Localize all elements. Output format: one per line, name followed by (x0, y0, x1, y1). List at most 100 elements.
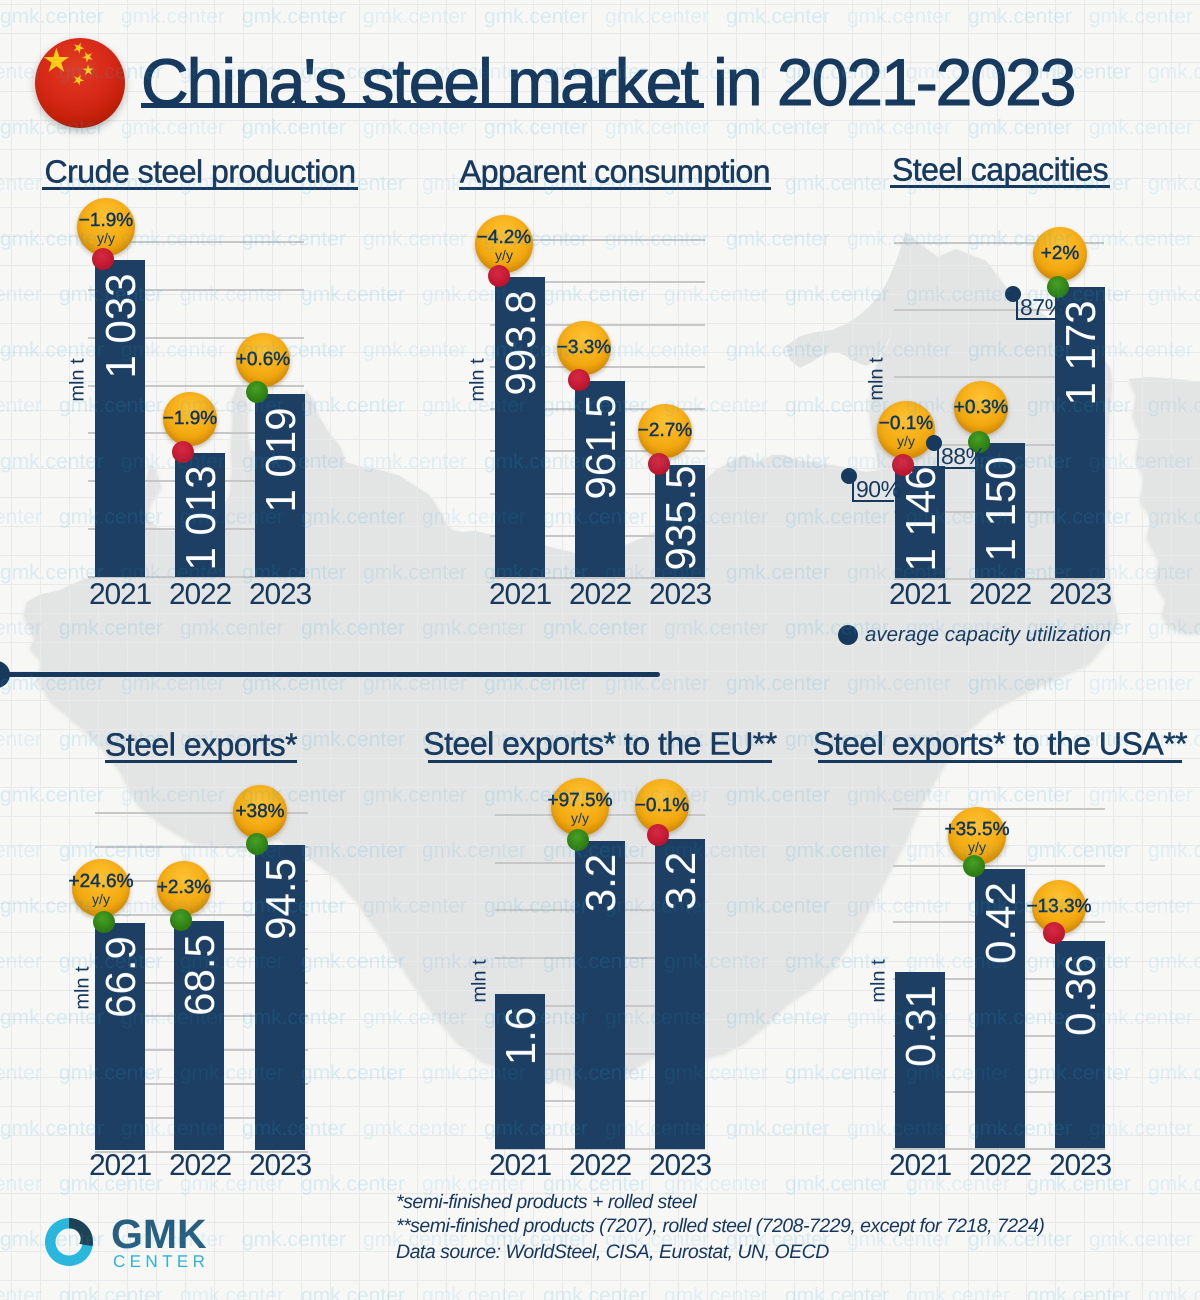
svg-text:gmk.center: gmk.center (121, 561, 225, 584)
svg-text:gmk.center: gmk.center (301, 394, 405, 417)
svg-text:gmk.center: gmk.center (847, 1117, 951, 1140)
svg-text:gmk.center: gmk.center (847, 561, 951, 584)
svg-text:gmk.center: gmk.center (1148, 1061, 1200, 1084)
svg-text:gmk.center: gmk.center (301, 1173, 405, 1196)
svg-text:gmk.center: gmk.center (543, 1173, 647, 1196)
svg-text:gmk.center: gmk.center (121, 116, 225, 139)
svg-text:gmk.center: gmk.center (1148, 839, 1200, 862)
svg-text:gmk.center: gmk.center (242, 1006, 346, 1029)
svg-text:gmk.center: gmk.center (0, 172, 42, 195)
svg-text:gmk.center: gmk.center (0, 895, 104, 918)
svg-text:gmk.center: gmk.center (0, 1061, 42, 1084)
svg-text:gmk.center: gmk.center (363, 1228, 467, 1251)
svg-text:gmk.center: gmk.center (1027, 61, 1131, 84)
svg-text:gmk.center: gmk.center (968, 5, 1072, 28)
svg-text:gmk.center: gmk.center (1089, 895, 1193, 918)
svg-text:gmk.center: gmk.center (1148, 617, 1200, 640)
svg-text:gmk.center: gmk.center (422, 950, 526, 973)
svg-text:gmk.center: gmk.center (1148, 950, 1200, 973)
svg-text:gmk.center: gmk.center (726, 5, 830, 28)
svg-text:gmk.center: gmk.center (180, 283, 284, 306)
svg-text:gmk.center: gmk.center (0, 283, 42, 306)
svg-text:gmk.center: gmk.center (785, 950, 889, 973)
svg-text:gmk.center: gmk.center (0, 505, 42, 528)
svg-text:gmk.center: gmk.center (543, 839, 647, 862)
svg-text:gmk.center: gmk.center (59, 61, 163, 84)
svg-text:gmk.center: gmk.center (484, 5, 588, 28)
svg-text:gmk.center: gmk.center (605, 1006, 709, 1029)
svg-text:gmk.center: gmk.center (968, 339, 1072, 362)
svg-text:gmk.center: gmk.center (484, 672, 588, 695)
svg-text:gmk.center: gmk.center (59, 1284, 163, 1300)
svg-text:gmk.center: gmk.center (301, 283, 405, 306)
svg-text:gmk.center: gmk.center (180, 728, 284, 751)
svg-text:gmk.center: gmk.center (121, 227, 225, 250)
svg-text:gmk.center: gmk.center (906, 617, 1010, 640)
svg-text:gmk.center: gmk.center (785, 839, 889, 862)
svg-text:gmk.center: gmk.center (121, 1117, 225, 1140)
svg-text:gmk.center: gmk.center (543, 505, 647, 528)
svg-text:gmk.center: gmk.center (726, 561, 830, 584)
svg-text:gmk.center: gmk.center (1148, 1284, 1200, 1300)
svg-text:gmk.center: gmk.center (543, 1061, 647, 1084)
svg-text:gmk.center: gmk.center (0, 116, 104, 139)
svg-text:gmk.center: gmk.center (847, 227, 951, 250)
svg-text:gmk.center: gmk.center (180, 950, 284, 973)
svg-text:gmk.center: gmk.center (301, 505, 405, 528)
svg-text:gmk.center: gmk.center (968, 672, 1072, 695)
svg-text:gmk.center: gmk.center (906, 505, 1010, 528)
svg-text:gmk.center: gmk.center (180, 1173, 284, 1196)
svg-text:gmk.center: gmk.center (0, 839, 42, 862)
svg-text:gmk.center: gmk.center (664, 1284, 768, 1300)
svg-text:gmk.center: gmk.center (242, 895, 346, 918)
svg-text:gmk.center: gmk.center (847, 116, 951, 139)
svg-text:gmk.center: gmk.center (906, 839, 1010, 862)
svg-text:gmk.center: gmk.center (1089, 227, 1193, 250)
svg-text:gmk.center: gmk.center (422, 728, 526, 751)
svg-text:gmk.center: gmk.center (968, 895, 1072, 918)
svg-text:gmk.center: gmk.center (484, 339, 588, 362)
svg-text:gmk.center: gmk.center (968, 1006, 1072, 1029)
svg-text:gmk.center: gmk.center (664, 505, 768, 528)
svg-text:gmk.center: gmk.center (664, 394, 768, 417)
svg-text:gmk.center: gmk.center (0, 1228, 104, 1251)
svg-text:gmk.center: gmk.center (180, 617, 284, 640)
svg-text:gmk.center: gmk.center (1089, 783, 1193, 806)
svg-text:gmk.center: gmk.center (605, 672, 709, 695)
svg-text:gmk.center: gmk.center (0, 950, 42, 973)
svg-text:gmk.center: gmk.center (1027, 728, 1131, 751)
svg-text:gmk.center: gmk.center (484, 1117, 588, 1140)
svg-text:gmk.center: gmk.center (0, 1117, 104, 1140)
svg-text:gmk.center: gmk.center (242, 1228, 346, 1251)
svg-text:gmk.center: gmk.center (1089, 116, 1193, 139)
svg-text:gmk.center: gmk.center (726, 1228, 830, 1251)
svg-text:gmk.center: gmk.center (906, 394, 1010, 417)
svg-text:gmk.center: gmk.center (484, 1228, 588, 1251)
svg-text:gmk.center: gmk.center (906, 728, 1010, 751)
svg-text:gmk.center: gmk.center (1089, 450, 1193, 473)
svg-text:gmk.center: gmk.center (1089, 1228, 1193, 1251)
svg-text:gmk.center: gmk.center (242, 227, 346, 250)
svg-text:gmk.center: gmk.center (363, 339, 467, 362)
svg-text:gmk.center: gmk.center (726, 895, 830, 918)
svg-text:gmk.center: gmk.center (301, 172, 405, 195)
svg-text:gmk.center: gmk.center (906, 283, 1010, 306)
svg-text:gmk.center: gmk.center (968, 116, 1072, 139)
svg-text:gmk.center: gmk.center (785, 172, 889, 195)
svg-text:gmk.center: gmk.center (968, 561, 1072, 584)
svg-text:gmk.center: gmk.center (1027, 1173, 1131, 1196)
svg-text:gmk.center: gmk.center (664, 172, 768, 195)
svg-text:gmk.center: gmk.center (59, 283, 163, 306)
svg-text:gmk.center: gmk.center (121, 339, 225, 362)
svg-text:gmk.center: gmk.center (785, 505, 889, 528)
svg-text:gmk.center: gmk.center (847, 450, 951, 473)
svg-text:gmk.center: gmk.center (1027, 617, 1131, 640)
svg-text:gmk.center: gmk.center (906, 61, 1010, 84)
svg-text:gmk.center: gmk.center (0, 783, 104, 806)
svg-text:gmk.center: gmk.center (422, 617, 526, 640)
svg-text:gmk.center: gmk.center (363, 1006, 467, 1029)
svg-text:gmk.center: gmk.center (180, 172, 284, 195)
svg-text:gmk.center: gmk.center (59, 617, 163, 640)
svg-text:gmk.center: gmk.center (726, 1006, 830, 1029)
svg-text:gmk.center: gmk.center (121, 783, 225, 806)
